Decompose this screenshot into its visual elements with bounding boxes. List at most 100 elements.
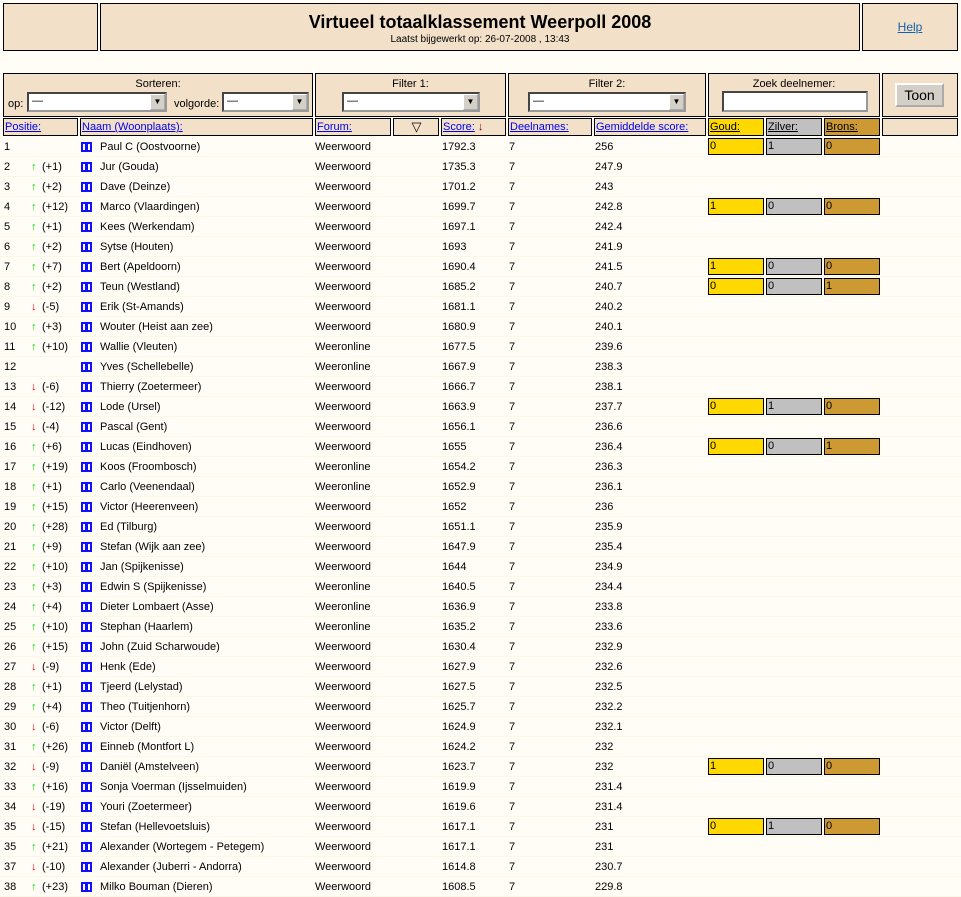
average-score: 237.7	[595, 401, 623, 413]
col-avg[interactable]: Gemiddelde score:	[594, 118, 706, 136]
filter1-select[interactable]: — ▼	[342, 92, 480, 112]
participant-info-icon[interactable]	[81, 462, 92, 472]
participant-info-icon[interactable]	[81, 542, 92, 552]
col-silver[interactable]: Zilver:	[766, 118, 822, 136]
participant-info-icon[interactable]	[81, 602, 92, 612]
participant-info-icon[interactable]	[81, 682, 92, 692]
sort-op-select[interactable]: — ▼	[27, 92, 167, 112]
participant-info-icon[interactable]	[81, 662, 92, 672]
table-row: 6 ↑ (+2) Sytse (Houten) Weerwoord 1693 7 241.9	[0, 237, 961, 257]
sort-entries-link[interactable]: Deelnames:	[510, 121, 569, 133]
participant-info-icon[interactable]	[81, 342, 92, 352]
filter2-value: —	[533, 95, 544, 107]
participant-info-icon[interactable]	[81, 502, 92, 512]
participant-name: Stefan (Hellevoetsluis)	[100, 821, 211, 833]
show-button[interactable]: Toon	[895, 83, 944, 107]
arrow-down-icon: ↓	[31, 421, 37, 433]
col-name[interactable]: Naam (Woonplaats):	[80, 118, 313, 136]
participant-info-icon[interactable]	[81, 162, 92, 172]
participant-info-icon[interactable]	[81, 842, 92, 852]
search-input[interactable]	[722, 91, 868, 112]
sort-score-link[interactable]: Score:	[443, 121, 475, 133]
participant-info-icon[interactable]	[81, 882, 92, 892]
arrow-down-icon: ↓	[31, 821, 37, 833]
chevron-down-icon[interactable]: ▼	[292, 94, 307, 110]
participant-info-icon[interactable]	[81, 242, 92, 252]
average-score: 243	[595, 181, 614, 193]
table-row: 32 ↓ (-9) Daniël (Amstelveen) Weerwoord 1623.…	[0, 757, 961, 777]
participant-info-icon[interactable]	[81, 182, 92, 192]
participant-info-icon[interactable]	[81, 362, 92, 372]
position-change: (+4)	[42, 701, 62, 713]
participant-info-icon[interactable]	[81, 382, 92, 392]
participant-info-icon[interactable]	[81, 322, 92, 332]
help-box: Help	[862, 3, 958, 51]
participant-info-icon[interactable]	[81, 302, 92, 312]
participant-info-icon[interactable]	[81, 622, 92, 632]
order-select[interactable]: — ▼	[222, 92, 309, 112]
participant-info-icon[interactable]	[81, 402, 92, 412]
participant-info-icon[interactable]	[81, 482, 92, 492]
col-entries[interactable]: Deelnames:	[508, 118, 592, 136]
table-row: 38 ↑ (+23) Milko Bouman (Dieren) Weerwoord 16…	[0, 877, 961, 897]
sort-gold-link[interactable]: Goud:	[710, 121, 740, 133]
col-bronze[interactable]: Brons:	[824, 118, 880, 136]
sort-avg-link[interactable]: Gemiddelde score:	[596, 121, 689, 133]
sort-name-link[interactable]: Naam (Woonplaats):	[82, 121, 183, 133]
sort-silver-link[interactable]: Zilver:	[768, 121, 798, 133]
sort-forum-link[interactable]: Forum:	[317, 121, 352, 133]
average-score: 239.6	[595, 341, 623, 353]
participant-info-icon[interactable]	[81, 582, 92, 592]
participant-info-icon[interactable]	[81, 642, 92, 652]
chevron-down-icon[interactable]: ▼	[463, 94, 478, 110]
participant-name: Carlo (Veenendaal)	[100, 481, 195, 493]
entries: 7	[509, 501, 516, 513]
average-score: 240.1	[595, 321, 623, 333]
silver-count: 0	[766, 278, 822, 295]
participant-info-icon[interactable]	[81, 722, 92, 732]
arrow-down-icon: ↓	[31, 401, 37, 413]
arrow-up-icon: ↑	[31, 741, 37, 753]
participant-info-icon[interactable]	[81, 562, 92, 572]
participant-info-icon[interactable]	[81, 442, 92, 452]
participant-info-icon[interactable]	[81, 782, 92, 792]
participant-info-icon[interactable]	[81, 762, 92, 772]
col-score[interactable]: Score: ↓	[441, 118, 506, 136]
forum: Weeronline	[315, 601, 371, 613]
table-row: 35 ↑ (+21) Alexander (Wortegem - Petegem) We…	[0, 837, 961, 857]
position: 5	[4, 221, 11, 233]
participant-info-icon[interactable]	[81, 262, 92, 272]
position: 22	[4, 561, 17, 573]
entries: 7	[509, 141, 516, 153]
col-gold[interactable]: Goud:	[708, 118, 764, 136]
participant-info-icon[interactable]	[81, 222, 92, 232]
table-row: 24 ↑ (+4) Dieter Lombaert (Asse) Weeronline 1…	[0, 597, 961, 617]
filter-icon[interactable]: ▽	[393, 118, 439, 136]
chevron-down-icon[interactable]: ▼	[669, 94, 684, 110]
participant-info-icon[interactable]	[81, 142, 92, 152]
participant-info-icon[interactable]	[81, 422, 92, 432]
sort-position-link[interactable]: Positie:	[5, 121, 42, 133]
position: 1	[4, 141, 11, 153]
participant-info-icon[interactable]	[81, 202, 92, 212]
score: 1625.7	[442, 701, 476, 713]
participant-name: John (Zuid Scharwoude)	[100, 641, 220, 653]
forum: Weeronline	[315, 341, 371, 353]
participant-info-icon[interactable]	[81, 862, 92, 872]
entries: 7	[509, 161, 516, 173]
sort-bronze-link[interactable]: Brons:	[826, 121, 858, 133]
filter2-select[interactable]: — ▼	[528, 92, 686, 112]
arrow-up-icon: ↑	[31, 341, 37, 353]
participant-info-icon[interactable]	[81, 702, 92, 712]
participant-info-icon[interactable]	[81, 802, 92, 812]
participant-info-icon[interactable]	[81, 822, 92, 832]
help-link[interactable]: Help	[897, 20, 923, 34]
participant-info-icon[interactable]	[81, 742, 92, 752]
position: 19	[4, 501, 17, 513]
col-position[interactable]: Positie:	[3, 118, 78, 136]
participant-info-icon[interactable]	[81, 282, 92, 292]
chevron-down-icon[interactable]: ▼	[150, 94, 165, 110]
table-row: 10 ↑ (+3) Wouter (Heist aan zee) Weerwoord 16…	[0, 317, 961, 337]
participant-info-icon[interactable]	[81, 522, 92, 532]
col-forum[interactable]: Forum:	[315, 118, 391, 136]
